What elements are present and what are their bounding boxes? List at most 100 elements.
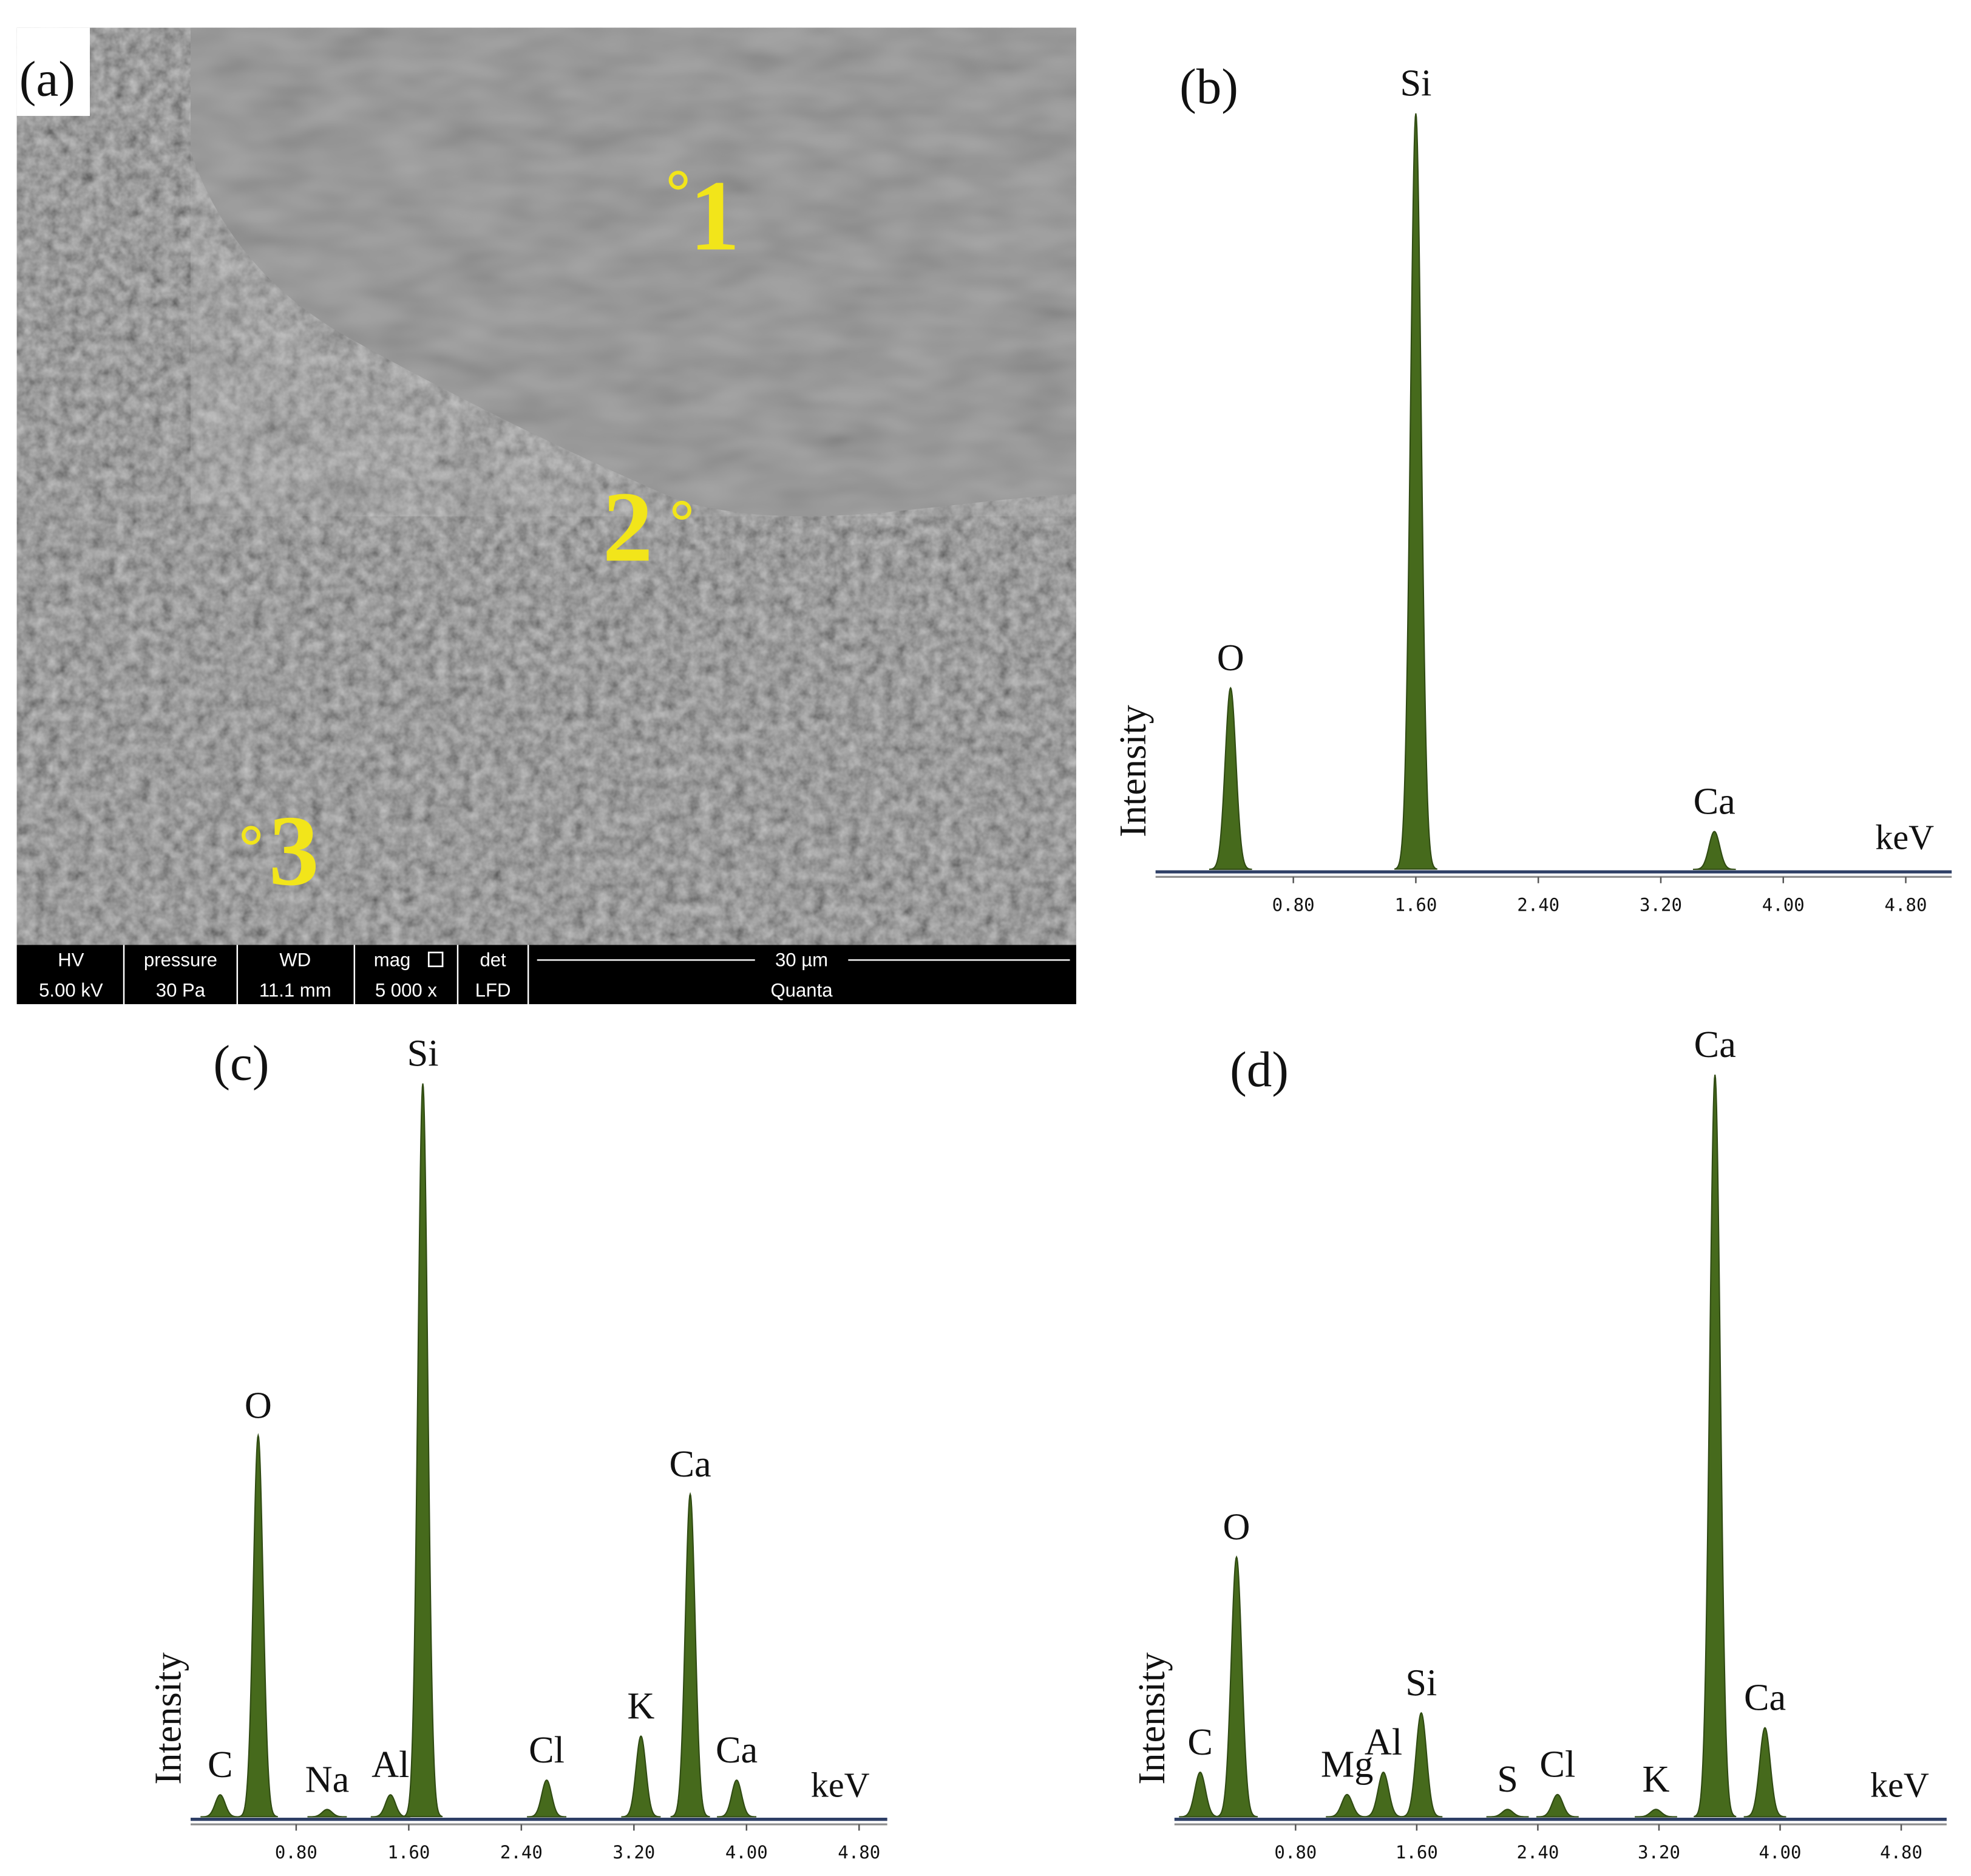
peak xyxy=(1400,1711,1443,1818)
panel-label: (a) xyxy=(19,51,75,107)
peak-label: Ca xyxy=(716,1730,758,1771)
peak-label: Na xyxy=(305,1759,350,1800)
mag-icon xyxy=(427,951,444,968)
peak-label: K xyxy=(1642,1759,1669,1800)
peak-label: Cl xyxy=(1539,1744,1575,1786)
point-label: 1 xyxy=(690,160,740,271)
x-tick-label: 4.80 xyxy=(1880,1842,1922,1863)
point-markers xyxy=(242,171,691,845)
info-header: WD xyxy=(279,950,311,971)
info-value: 5 000 x xyxy=(375,979,437,1001)
peak-label: Ca xyxy=(1694,1024,1736,1065)
peak-label: Al xyxy=(371,1744,409,1786)
peak-label: Ca xyxy=(1744,1677,1786,1719)
info-value: 11.1 mm xyxy=(259,979,331,1001)
x-tick-label: 4.00 xyxy=(1759,1842,1802,1863)
info-value: 30 Pa xyxy=(156,979,206,1001)
peak-label: C xyxy=(208,1744,233,1786)
peak-label: Mg xyxy=(1321,1744,1373,1786)
peak xyxy=(1692,831,1736,870)
info-bar: HV pressure WD mag det 5.00 kV 30 Pa 11.… xyxy=(16,945,1076,1004)
x-axis-label: keV xyxy=(811,1765,870,1804)
y-axis-label: Intensity xyxy=(1131,1653,1173,1785)
x-tick-label: 4.00 xyxy=(725,1842,768,1863)
peak xyxy=(200,1794,240,1818)
x-tick-label: 0.80 xyxy=(1274,1842,1317,1863)
x-axis-label: keV xyxy=(1870,1765,1929,1804)
sem-image xyxy=(16,27,1076,945)
x-tick-label: 2.40 xyxy=(1517,894,1559,915)
instrument-label: Quanta xyxy=(770,979,833,1001)
peak xyxy=(1635,1809,1677,1818)
peak xyxy=(1179,1771,1222,1818)
peak xyxy=(1215,1555,1258,1818)
point-label: 2 xyxy=(603,471,653,582)
peak xyxy=(370,1794,410,1818)
peak xyxy=(621,1735,661,1818)
x-tick-label: 3.20 xyxy=(1640,894,1682,915)
chart-title: (d) xyxy=(1230,1041,1289,1097)
info-header: mag xyxy=(374,950,411,971)
peak xyxy=(717,1779,757,1818)
peak xyxy=(1743,1727,1786,1818)
x-tick-label: 4.00 xyxy=(1762,894,1805,915)
peak xyxy=(1209,687,1252,870)
peak xyxy=(238,1433,278,1818)
peak-label: Si xyxy=(1400,63,1431,104)
point-label: 3 xyxy=(269,795,319,906)
x-tick-label: 4.80 xyxy=(1885,894,1927,915)
peak-label: O xyxy=(1217,637,1244,679)
spectrum-chart: (b) Intensity keV O Si Ca 0.80 1.60 2.40 3.20 4.00… xyxy=(1113,58,1952,915)
peak xyxy=(1486,1809,1529,1818)
peak-label: Ca xyxy=(669,1444,711,1485)
peak-label: O xyxy=(1223,1507,1250,1548)
sem-smooth-texture xyxy=(191,27,1076,517)
point-marker xyxy=(668,171,688,190)
chart-title: (c) xyxy=(213,1035,269,1090)
y-axis-label: Intensity xyxy=(1113,705,1154,837)
peak-label: Al xyxy=(1365,1722,1402,1763)
x-axis-label: keV xyxy=(1875,818,1934,857)
chart-title: (b) xyxy=(1179,58,1238,114)
x-tick-label: 4.80 xyxy=(838,1842,880,1863)
peak xyxy=(670,1492,710,1818)
peak xyxy=(307,1809,347,1818)
point-marker xyxy=(672,500,691,520)
x-tick-label: 2.40 xyxy=(1516,1842,1559,1863)
x-tick-label: 1.60 xyxy=(1396,1842,1438,1863)
scale-label-background xyxy=(755,950,849,969)
peak-label: K xyxy=(627,1686,654,1727)
peak xyxy=(1536,1793,1579,1818)
info-bar-background xyxy=(16,945,1076,1004)
peak xyxy=(1694,1075,1737,1818)
point-marker xyxy=(242,826,261,845)
info-header: HV xyxy=(58,950,84,971)
peak-label: Si xyxy=(407,1033,439,1075)
peak-label: O xyxy=(245,1385,272,1426)
peak-label: Cl xyxy=(529,1730,565,1771)
x-tick-label: 0.80 xyxy=(1272,894,1315,915)
peak xyxy=(527,1779,567,1818)
y-axis-label: Intensity xyxy=(148,1653,189,1785)
peak-label: Ca xyxy=(1694,781,1735,823)
x-tick-label: 0.80 xyxy=(275,1842,317,1863)
peak xyxy=(402,1083,443,1818)
scale-label: 30 µm xyxy=(775,950,828,971)
info-value: 5.00 kV xyxy=(39,979,103,1001)
x-tick-label: 3.20 xyxy=(612,1842,655,1863)
peak-label: C xyxy=(1187,1722,1213,1763)
peak xyxy=(1326,1793,1369,1818)
info-header: det xyxy=(480,950,506,971)
x-tick-label: 1.60 xyxy=(1394,894,1437,915)
peak-label: Si xyxy=(1405,1662,1437,1704)
peak xyxy=(1394,113,1437,870)
info-value: LFD xyxy=(475,979,511,1001)
peak xyxy=(1362,1771,1405,1818)
peak-label: S xyxy=(1497,1759,1518,1800)
info-header: pressure xyxy=(144,950,217,971)
label-background xyxy=(16,27,90,116)
x-tick-label: 3.20 xyxy=(1638,1842,1680,1863)
